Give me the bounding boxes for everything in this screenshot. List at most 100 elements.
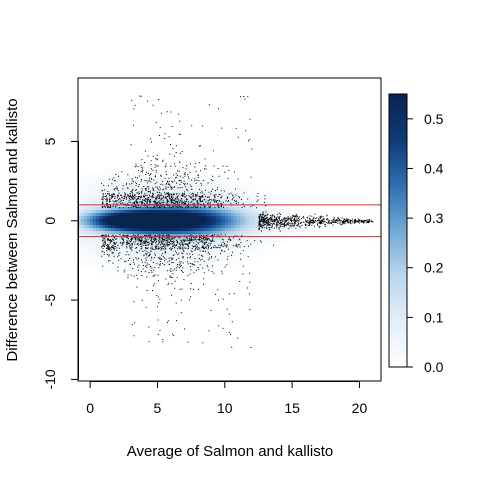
density-cell [222, 234, 226, 238]
density-cell [135, 264, 139, 268]
density-cell [87, 183, 91, 187]
density-cell [138, 222, 142, 226]
density-cell [138, 201, 142, 205]
density-cell [222, 228, 226, 232]
density-cell [204, 210, 208, 214]
density-cell [117, 243, 121, 247]
density-cell [132, 192, 136, 196]
density-cell [192, 207, 196, 211]
density-cell [222, 174, 226, 178]
density-cell [162, 192, 166, 196]
density-cell [216, 171, 220, 175]
density-cell [120, 225, 124, 229]
density-cell [237, 240, 241, 244]
density-cell [219, 225, 223, 229]
density-cell [159, 225, 163, 229]
density-cell [93, 189, 97, 193]
density-cell [99, 243, 103, 247]
density-cell [123, 225, 127, 229]
density-cell [129, 270, 133, 274]
density-cell [168, 186, 172, 190]
density-cell [171, 207, 175, 211]
density-cell [222, 231, 226, 235]
density-cell [177, 177, 181, 181]
density-cell [195, 264, 199, 268]
density-cell [261, 234, 265, 238]
density-cell [264, 192, 268, 196]
density-cell [108, 225, 112, 229]
density-cell [222, 249, 226, 253]
density-cell [87, 243, 91, 247]
density-cell [264, 216, 268, 220]
density-cell [159, 249, 163, 253]
density-cell [219, 255, 223, 259]
density-cell [186, 273, 190, 277]
density-cell [174, 261, 178, 265]
density-cell [240, 225, 244, 229]
density-cell [78, 246, 82, 250]
density-cell [105, 258, 109, 262]
density-cell [282, 201, 286, 205]
density-cell [87, 246, 91, 250]
density-cell [186, 261, 190, 265]
density-cell [114, 213, 118, 217]
density-cell [243, 255, 247, 259]
density-cell [135, 183, 139, 187]
density-cell [84, 228, 88, 232]
density-cell [285, 237, 289, 241]
density-cell [189, 243, 193, 247]
density-cell [300, 225, 304, 229]
density-cell [87, 225, 91, 229]
density-cell [108, 204, 112, 208]
density-cell [99, 219, 103, 223]
density-cell [276, 228, 280, 232]
density-cell [213, 201, 217, 205]
density-cell [105, 228, 109, 232]
density-cell [180, 219, 184, 223]
density-cell [180, 237, 184, 241]
density-cell [93, 267, 97, 271]
density-cell [231, 210, 235, 214]
density-cell [120, 261, 124, 265]
density-cell [147, 228, 151, 232]
density-cell [117, 270, 121, 274]
density-cell [267, 234, 271, 238]
density-cell [276, 198, 280, 202]
outlier-points [101, 95, 374, 348]
density-cell [81, 255, 85, 259]
density-cell [171, 267, 175, 271]
density-cell [210, 186, 214, 190]
density-cell [177, 201, 181, 205]
density-cell [96, 237, 100, 241]
density-cell [207, 192, 211, 196]
density-cell [159, 237, 163, 241]
density-cell [291, 231, 295, 235]
density-cell [162, 231, 166, 235]
density-cell [123, 237, 127, 241]
density-cell [195, 192, 199, 196]
density-cell [219, 192, 223, 196]
density-cell [153, 171, 157, 175]
density-cell [87, 219, 91, 223]
density-cell [150, 213, 154, 217]
density-cell [255, 240, 259, 244]
density-cell [216, 183, 220, 187]
density-cell [90, 222, 94, 226]
density-cell [93, 216, 97, 220]
density-cell [222, 207, 226, 211]
density-cell [147, 258, 151, 262]
density-cell [114, 261, 118, 265]
density-cell [198, 201, 202, 205]
density-cell [156, 186, 160, 190]
density-cell [144, 207, 148, 211]
density-cell [174, 252, 178, 256]
density-cell [189, 267, 193, 271]
density-cell [105, 222, 109, 226]
density-cell [99, 249, 103, 253]
density-cell [177, 195, 181, 199]
density-cell [123, 168, 127, 172]
density-cell [201, 171, 205, 175]
density-cell [219, 210, 223, 214]
density-cell [132, 210, 136, 214]
density-cell [150, 258, 154, 262]
